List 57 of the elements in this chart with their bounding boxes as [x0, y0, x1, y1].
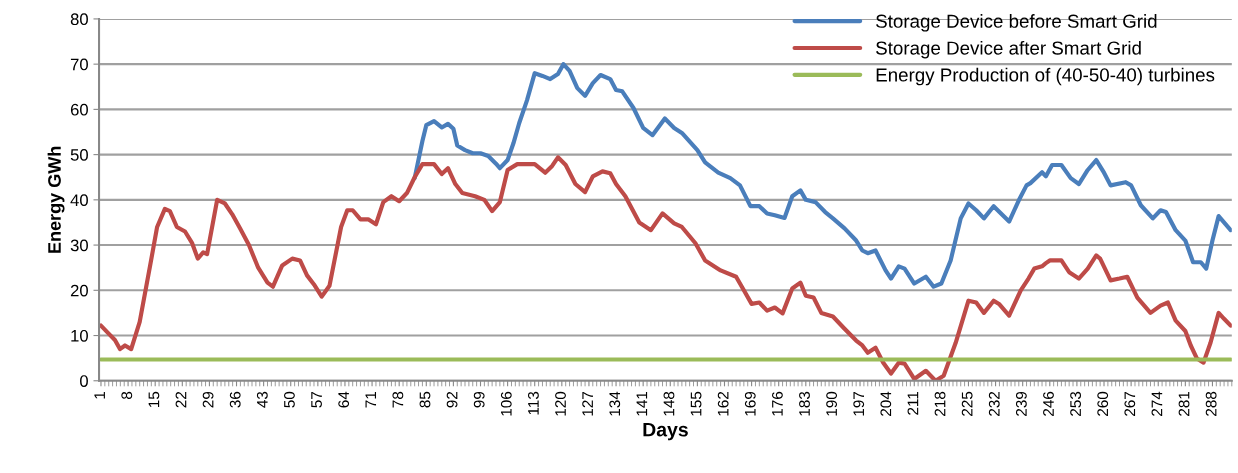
y-axis-title: Energy GWh	[47, 146, 65, 253]
x-axis-title: Days	[643, 422, 688, 441]
x-tick-label: 92	[446, 391, 458, 408]
x-tick-label: 106	[500, 391, 512, 416]
x-tick-label: 239	[1015, 391, 1027, 416]
x-tick-label: 197	[853, 391, 865, 416]
y-tick-label: 0	[80, 375, 88, 387]
x-tick-label: 162	[717, 391, 729, 416]
x-tick-label: 57	[311, 391, 322, 408]
x-tick-label: 43	[256, 391, 268, 408]
x-tick-label: 204	[880, 391, 892, 416]
x-tick-label: 246	[1043, 391, 1054, 416]
x-tick-label: 127	[582, 391, 593, 416]
x-tick-label: 148	[663, 391, 675, 416]
x-tick-label: 281	[1178, 391, 1190, 416]
y-tick-label: 20	[70, 284, 88, 297]
legend-label: Storage Device after Smart Grid	[876, 40, 1141, 59]
x-tick-label: 288	[1205, 391, 1217, 416]
x-tick-label: 183	[799, 391, 810, 416]
x-tick-label: 274	[1151, 391, 1163, 416]
x-tick-label: 85	[419, 391, 431, 408]
x-tick-label: 8	[121, 391, 133, 400]
x-tick-label: 71	[365, 391, 377, 408]
x-tick-label: 15	[148, 391, 160, 408]
x-tick-label: 155	[690, 391, 702, 416]
x-tick-label: 1	[94, 391, 105, 399]
legend-label: Storage Device before Smart Grid	[876, 14, 1157, 32]
y-tick-label: 40	[70, 194, 88, 207]
x-tick-label: 134	[609, 391, 621, 416]
x-tick-label: 29	[202, 391, 214, 408]
x-tick-label: 64	[338, 391, 350, 408]
y-tick-label: 30	[70, 239, 88, 252]
x-tick-label: 225	[961, 391, 973, 416]
x-tick-label: 190	[826, 391, 838, 416]
x-tick-label: 36	[229, 391, 241, 408]
x-tick-label: 50	[284, 391, 295, 408]
legend-label: Energy Production of (40-50-40) turbines	[876, 67, 1215, 86]
x-tick-label: 176	[771, 391, 783, 416]
y-tick-label: 70	[70, 58, 88, 71]
x-tick-label: 218	[934, 391, 946, 416]
x-tick-label: 113	[528, 391, 539, 415]
y-tick-label: 10	[71, 329, 88, 342]
line-series	[412, 62, 1232, 289]
y-tick-label: 80	[70, 13, 88, 26]
x-tick-label: 260	[1097, 391, 1109, 416]
x-tick-label: 211	[907, 391, 919, 415]
y-tick-label: 50	[70, 149, 88, 161]
x-tick-label: 141	[636, 391, 648, 416]
x-tick-label: 120	[555, 391, 566, 416]
x-tick-label: 99	[473, 391, 485, 408]
x-tick-label: 169	[744, 391, 756, 416]
x-tick-label: 253	[1070, 391, 1081, 416]
x-tick-label: 22	[175, 391, 187, 408]
y-tick-label: 60	[70, 103, 88, 116]
x-tick-label: 78	[392, 391, 404, 408]
x-tick-label: 267	[1124, 391, 1136, 416]
x-tick-label: 232	[988, 391, 1000, 416]
